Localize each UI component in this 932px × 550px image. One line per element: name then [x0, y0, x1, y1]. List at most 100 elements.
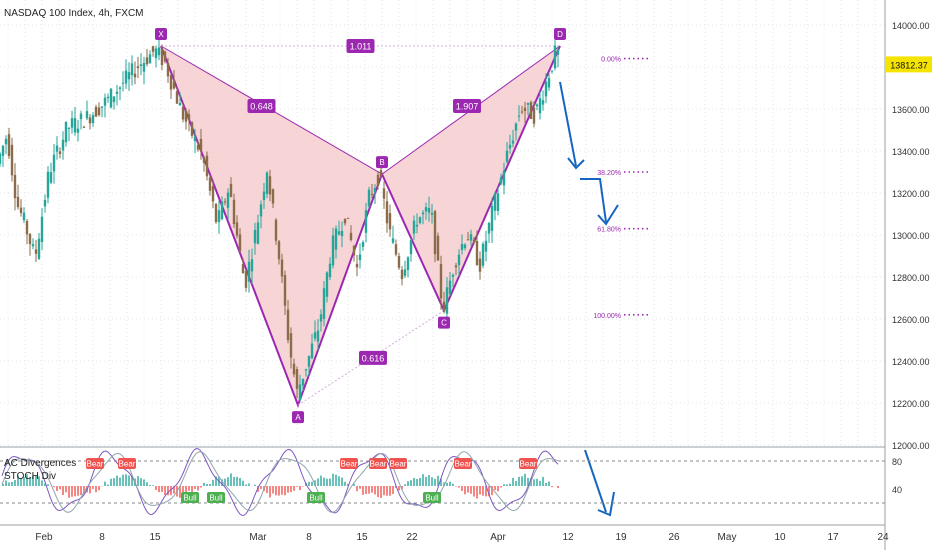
- candle-body: [487, 222, 491, 234]
- candle-body: [397, 256, 401, 268]
- candle-body: [343, 218, 347, 224]
- ac-histogram-bar: [29, 477, 31, 486]
- ac-histogram-bar: [74, 486, 76, 497]
- candle-body: [502, 170, 506, 186]
- ac-histogram-bar: [239, 477, 241, 486]
- harmonic-labels: X A B C D 1.011 0.648 1.907 0.616: [155, 28, 566, 424]
- ac-histogram-bar: [299, 486, 301, 491]
- pattern-point-label: C: [441, 319, 447, 328]
- signal-label: Bear: [341, 460, 358, 469]
- chart-title: NASDAQ 100 Index, 4h, FXCM: [4, 8, 144, 19]
- ac-histogram-bar: [104, 481, 106, 486]
- candle-body: [0, 153, 2, 164]
- candle-body: [148, 54, 152, 64]
- x-tick-label: 17: [827, 532, 839, 543]
- ac-histogram-bar: [482, 486, 484, 496]
- ac-histogram-bar: [533, 479, 535, 486]
- candle-body: [28, 234, 32, 245]
- y-tick-label: 12600.00: [892, 315, 930, 325]
- ac-histogram-bar: [440, 478, 442, 486]
- ac-histogram-bar: [98, 486, 100, 491]
- ac-histogram-bar: [527, 477, 529, 486]
- ac-histogram-bar: [203, 482, 205, 486]
- ac-histogram-bar: [335, 474, 337, 486]
- candle-body: [103, 97, 107, 106]
- candle-body: [406, 257, 410, 270]
- candle-body: [370, 193, 374, 195]
- candle-body: [25, 220, 29, 235]
- candle-body: [433, 211, 437, 255]
- ac-histogram-bar: [89, 486, 91, 494]
- candle-body: [427, 208, 431, 213]
- candle-body: [43, 199, 47, 207]
- signal-label: Bull: [425, 494, 439, 503]
- ac-histogram-bar: [473, 486, 475, 497]
- y-tick-label: 14000.00: [892, 21, 930, 31]
- ac-histogram-bar: [41, 480, 43, 486]
- candle-body: [97, 107, 101, 116]
- y-tick-label: 12400.00: [892, 357, 930, 367]
- candle-body: [448, 280, 452, 295]
- candle-body: [412, 220, 416, 234]
- candle-body: [526, 102, 530, 105]
- arrow-2-head: [597, 204, 619, 226]
- candle-body: [328, 263, 332, 278]
- signal-label: Bear: [390, 460, 407, 469]
- x-tick-label: Mar: [249, 532, 267, 543]
- candle-body: [187, 114, 191, 120]
- ac-histogram-bar: [230, 473, 232, 486]
- ac-histogram-bar: [53, 486, 55, 488]
- candle-body: [184, 110, 188, 122]
- candle-body: [58, 151, 62, 155]
- x-tick-label: 10: [774, 532, 786, 543]
- signal-badge: [207, 492, 225, 503]
- candle-body: [178, 102, 182, 106]
- ac-histogram-bar: [557, 486, 559, 489]
- candle-body: [511, 140, 515, 144]
- ac-histogram-bar: [179, 486, 181, 498]
- candle-body: [220, 201, 224, 220]
- ac-histogram-bar: [38, 476, 40, 486]
- ac-histogram-bar: [389, 486, 391, 496]
- candle-body: [490, 205, 494, 231]
- x-tick-label: 22: [406, 532, 418, 543]
- candle-body: [418, 217, 422, 223]
- x-tick-label: 19: [615, 532, 627, 543]
- arrow-2: [580, 178, 607, 223]
- projection-arrows: [559, 81, 619, 517]
- ratio-label: 0.616: [362, 353, 385, 363]
- candle-body: [4, 138, 8, 145]
- candle-body: [121, 82, 125, 84]
- candle-body: [61, 139, 65, 151]
- candle-body: [154, 48, 158, 59]
- ac-histogram-bar: [200, 486, 202, 488]
- ac-histogram-bar: [470, 486, 472, 494]
- candle-body: [118, 87, 122, 89]
- ac-histogram-bar: [413, 477, 415, 486]
- ac-histogram-bar: [485, 486, 487, 497]
- signal-badge: [181, 492, 199, 503]
- candle-body: [547, 78, 551, 88]
- y-tick-label: 13000.00: [892, 231, 930, 241]
- candle-body: [256, 222, 260, 244]
- ac-histogram-bar: [503, 484, 505, 486]
- candle-body: [1, 145, 5, 156]
- ac-histogram-bar: [404, 484, 406, 486]
- candle-body: [364, 210, 368, 233]
- x-tick-label: 8: [99, 532, 105, 543]
- candle-body: [322, 288, 326, 319]
- ac-histogram-bar: [62, 486, 64, 495]
- candle-body: [130, 63, 134, 76]
- ac-histogram-bar: [233, 476, 235, 486]
- ac-histogram-bar: [512, 477, 514, 486]
- ratio-label: 1.011: [350, 42, 372, 52]
- ac-histogram-bar: [272, 486, 274, 494]
- ac-histogram-bar: [170, 486, 172, 496]
- ratio-label: 0.648: [250, 102, 273, 112]
- ac-histogram-bar: [545, 482, 547, 486]
- candle-body: [229, 183, 233, 197]
- candle-body: [274, 219, 278, 241]
- ac-histogram-bar: [107, 484, 109, 486]
- candle-body: [169, 74, 173, 90]
